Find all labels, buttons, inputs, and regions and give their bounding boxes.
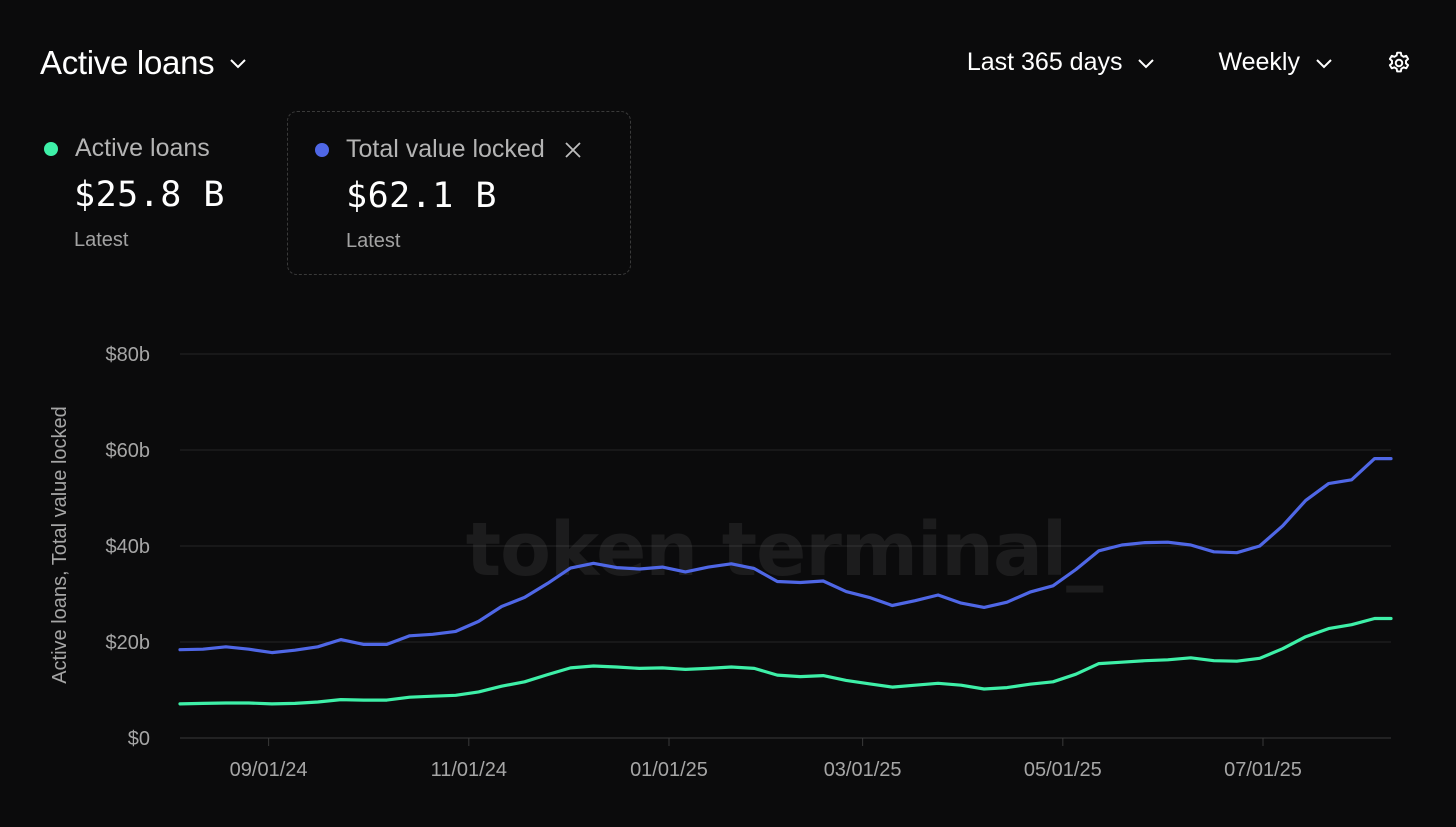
metric-card-total-value-locked[interactable]: Total value locked $62.1 B Latest — [287, 111, 631, 275]
chart-title-dropdown[interactable]: Active loans — [40, 44, 248, 82]
x-tick-label: 07/01/25 — [1224, 759, 1302, 781]
y-tick-label: $60b — [106, 440, 151, 462]
date-range-label: Last 365 days — [966, 48, 1123, 76]
x-tick-label: 09/01/24 — [230, 759, 308, 781]
metric-sublabel: Latest — [346, 230, 401, 252]
legend-dot — [44, 141, 58, 156]
chart-controls: Last 365 days Weekly — [967, 48, 1412, 77]
gear-icon[interactable] — [1386, 50, 1412, 76]
date-range-dropdown[interactable]: Last 365 days — [967, 48, 1157, 77]
metric-value: $62.1 B — [346, 176, 498, 216]
y-tick-label: $0 — [128, 728, 150, 750]
chevron-down-icon — [1316, 58, 1332, 68]
metric-card-active-loans[interactable]: Active loans $25.8 B Latest — [44, 134, 225, 252]
granularity-dropdown[interactable]: Weekly — [1218, 48, 1334, 77]
chevron-down-icon — [230, 59, 247, 69]
series-line-active-loans — [178, 616, 1393, 706]
x-tick-label: 11/01/24 — [431, 759, 507, 781]
y-axis-label: Active loans, Total value locked — [49, 406, 71, 684]
y-tick-label: $40b — [106, 536, 151, 558]
chevron-down-icon — [1138, 58, 1155, 68]
series — [178, 457, 1393, 706]
y-tick-label: $20b — [106, 632, 151, 654]
watermark: token terminal_ — [466, 507, 1104, 593]
series-line-total-value-locked — [178, 457, 1393, 655]
close-icon[interactable] — [563, 140, 583, 160]
metric-label: Total value locked — [346, 135, 545, 163]
metric-value: $25.8 B — [74, 175, 226, 215]
legend-dot — [315, 142, 329, 157]
x-tick-label: 01/01/25 — [630, 759, 708, 781]
axes: $0 $20b $40b $60b $80b 09/01/24 11/01/24 01/01/… — [106, 344, 1302, 781]
x-tick-label: 03/01/25 — [824, 759, 902, 781]
page-title: Active loans — [40, 44, 215, 81]
metric-sublabel: Latest — [74, 229, 129, 251]
x-tick-label: 05/01/25 — [1024, 759, 1102, 781]
metric-label: Active loans — [75, 134, 210, 162]
granularity-label: Weekly — [1218, 48, 1300, 76]
y-tick-label: $80b — [106, 344, 151, 366]
